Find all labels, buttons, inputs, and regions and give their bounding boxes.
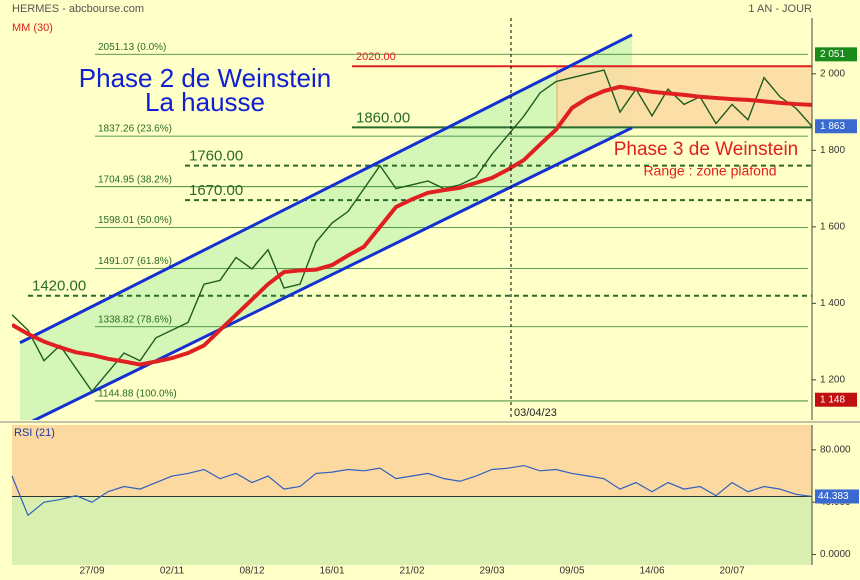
chart-subtitle: 1 AN - JOUR — [748, 3, 812, 15]
rsi-zone-high — [12, 425, 812, 497]
y-tick-label: 80.000 — [820, 445, 851, 456]
fib-label: 1598.01 (50.0%) — [98, 215, 172, 226]
annotation: La hausse — [145, 87, 265, 117]
fib-label: 1837.26 (23.6%) — [98, 124, 172, 135]
chart-title: HERMES - abcbourse.com — [12, 3, 144, 15]
y-tick-label: 1 200 — [820, 374, 845, 385]
price-badge — [815, 119, 857, 134]
x-tick-label: 21/02 — [399, 566, 424, 577]
rsi-badge-label: 44.383 — [818, 491, 849, 502]
x-tick-label: 16/01 — [319, 566, 344, 577]
level-label: 1860.00 — [356, 109, 410, 126]
price-badge-label: 1 148 — [820, 394, 845, 405]
annotation: Phase 2 de Weinstein — [79, 63, 331, 93]
price-badge — [815, 392, 857, 407]
channel-line — [31, 126, 633, 420]
fib-label: 2051.13 (0.0%) — [98, 42, 166, 53]
annotation: Phase 3 de Weinstein — [614, 139, 799, 160]
fib-label: 1704.95 (38.2%) — [98, 174, 172, 185]
level-label: 1760.00 — [189, 148, 243, 165]
price-badge-label: 2 051 — [820, 49, 845, 60]
y-tick-label: 1 400 — [820, 298, 845, 309]
panel-title: RSI (21) — [14, 427, 55, 439]
price-badge-label: 1 863 — [820, 121, 845, 132]
x-tick-label: 27/09 — [79, 566, 104, 577]
level-label: 1420.00 — [32, 278, 86, 295]
series-line — [11, 464, 813, 517]
price-badge — [815, 47, 857, 62]
level-label: 1670.00 — [189, 182, 243, 199]
legend-entry: MM (30) — [12, 22, 53, 34]
y-tick-label: 1 600 — [820, 221, 845, 232]
rsi-zone-low — [12, 496, 812, 565]
x-tick-label: 20/07 — [719, 566, 744, 577]
y-tick-label: 1 800 — [820, 145, 845, 156]
fib-label: 1491.07 (61.8%) — [98, 256, 172, 267]
fib-label: 1338.82 (78.6%) — [98, 314, 172, 325]
fib-label: 1144.88 (100.0%) — [98, 389, 177, 400]
annotation: Range : zone plafond — [643, 163, 776, 179]
channel-line — [19, 33, 633, 345]
x-tick-label: 29/03 — [479, 566, 504, 577]
series-line — [12, 84, 812, 367]
y-tick-label: 2 000 — [820, 68, 845, 79]
x-tick-label: 08/12 — [239, 566, 264, 577]
date-marker-label: 03/04/23 — [514, 407, 557, 419]
level-label: 2020.00 — [356, 51, 396, 63]
x-tick-label: 14/06 — [639, 566, 664, 577]
x-tick-label: 09/05 — [559, 566, 584, 577]
series-line — [12, 69, 812, 393]
rsi-badge — [815, 489, 859, 504]
y-tick-label: 0.0000 — [820, 549, 851, 560]
x-tick-label: 02/11 — [160, 566, 185, 577]
